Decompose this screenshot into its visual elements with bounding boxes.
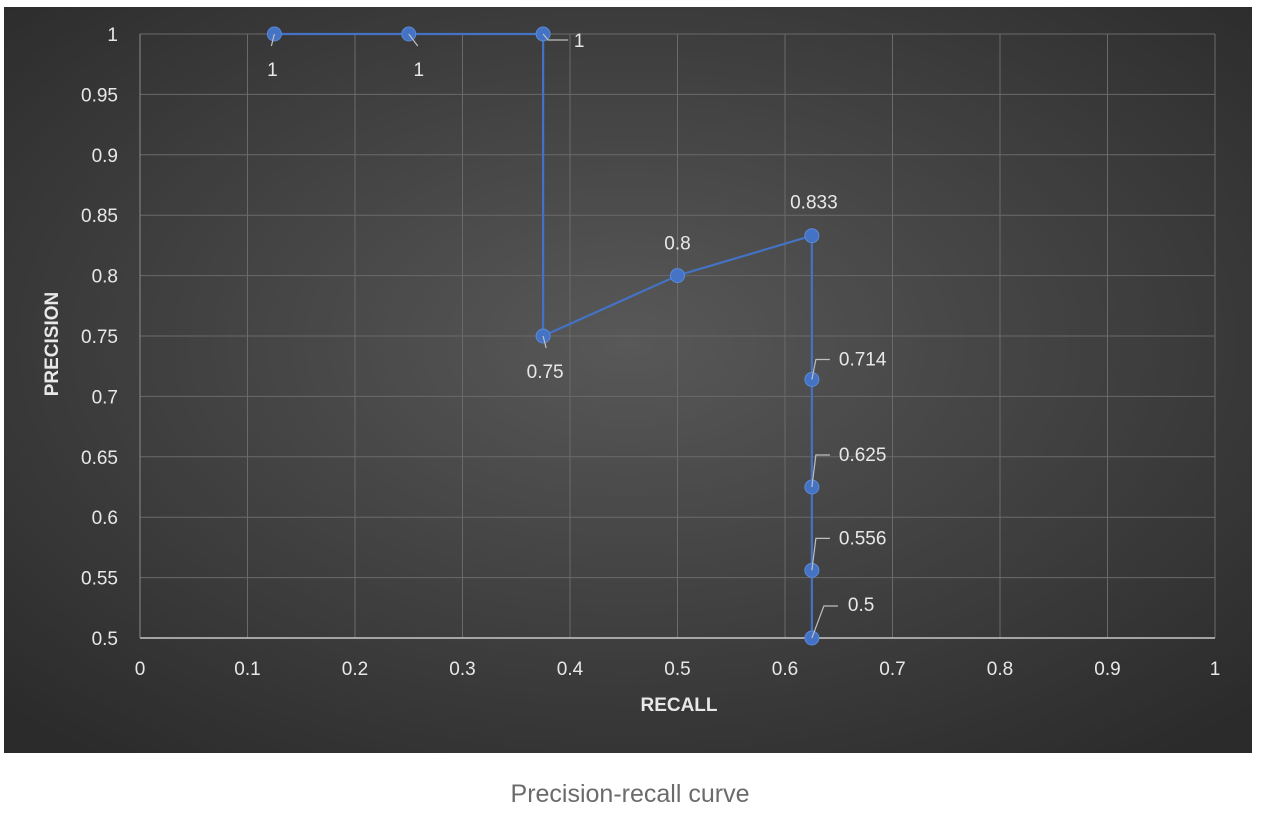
x-tick-label: 1 (1210, 659, 1221, 680)
x-tick-label: 0 (135, 659, 146, 680)
grid-lines (140, 33, 1216, 638)
data-label-leader (408, 33, 419, 47)
x-tick-label: 0.6 (772, 659, 798, 680)
x-tick-label: 0.8 (987, 659, 1013, 680)
chart-panel: 0 0.1 0.2 0.3 0.4 0.5 0.6 0.7 0.8 0.9 1 0.5 0.55 0.6 0… (4, 7, 1252, 753)
data-point-marker (670, 268, 685, 284)
data-label-leader (811, 537, 830, 571)
data-label-leader (811, 454, 830, 488)
data-label: 0.8 (664, 234, 690, 255)
data-label-leader (542, 335, 547, 349)
data-label-leader (811, 605, 838, 639)
data-label: 0.556 (839, 528, 887, 549)
tick-labels: 0 0.1 0.2 0.3 0.4 0.5 0.6 0.7 0.8 0.9 1 0.5 0.55 0.6 0… (81, 25, 1220, 680)
y-tick-label: 0.65 (81, 448, 118, 469)
data-label: 0.75 (527, 362, 564, 383)
y-tick-label: 0.9 (92, 146, 118, 167)
y-tick-label: 0.75 (81, 327, 118, 348)
chart-background (4, 7, 1252, 753)
y-tick-label: 0.6 (92, 508, 118, 529)
y-tick-label: 0.5 (92, 629, 118, 650)
y-tick-label: 0.55 (81, 569, 118, 590)
y-axis-title: PRECISION (42, 292, 63, 397)
y-tick-label: 0.8 (92, 267, 118, 288)
y-tick-label: 0.85 (81, 206, 118, 227)
figure-caption: Precision-recall curve (510, 780, 750, 808)
data-label: 1 (267, 60, 278, 81)
data-label-leader (270, 33, 275, 47)
precision-recall-chart: 0 0.1 0.2 0.3 0.4 0.5 0.6 0.7 0.8 0.9 1 0.5 0.55 0.6 0… (4, 7, 1252, 753)
x-tick-label: 0.9 (1094, 659, 1120, 680)
leader-lines (270, 33, 838, 639)
data-label: 1 (574, 31, 585, 52)
x-tick-label: 0.3 (449, 659, 475, 680)
x-tick-label: 0.1 (234, 659, 260, 680)
data-labels: 1 1 1 0.75 0.8 0.833 0.714 0.625 0.556 0.5 (267, 31, 887, 616)
y-tick-label: 0.7 (92, 387, 118, 408)
x-axis-title: RECALL (640, 695, 717, 716)
x-tick-label: 0.5 (664, 659, 690, 680)
x-tick-label: 0.4 (557, 659, 584, 680)
data-label: 0.714 (839, 349, 887, 370)
data-label-leader (542, 33, 569, 41)
axes (139, 34, 1215, 639)
data-label: 1 (413, 60, 424, 81)
x-tick-label: 0.7 (879, 659, 905, 680)
y-tick-label: 0.95 (81, 85, 118, 106)
y-tick-label: 1 (107, 25, 118, 46)
data-label-leader (811, 358, 830, 380)
data-label: 0.5 (848, 595, 874, 616)
data-label: 0.833 (790, 193, 838, 214)
data-point-marker (804, 228, 820, 244)
x-tick-label: 0.2 (342, 659, 368, 680)
series-line (274, 32, 813, 638)
data-label: 0.625 (839, 445, 887, 466)
